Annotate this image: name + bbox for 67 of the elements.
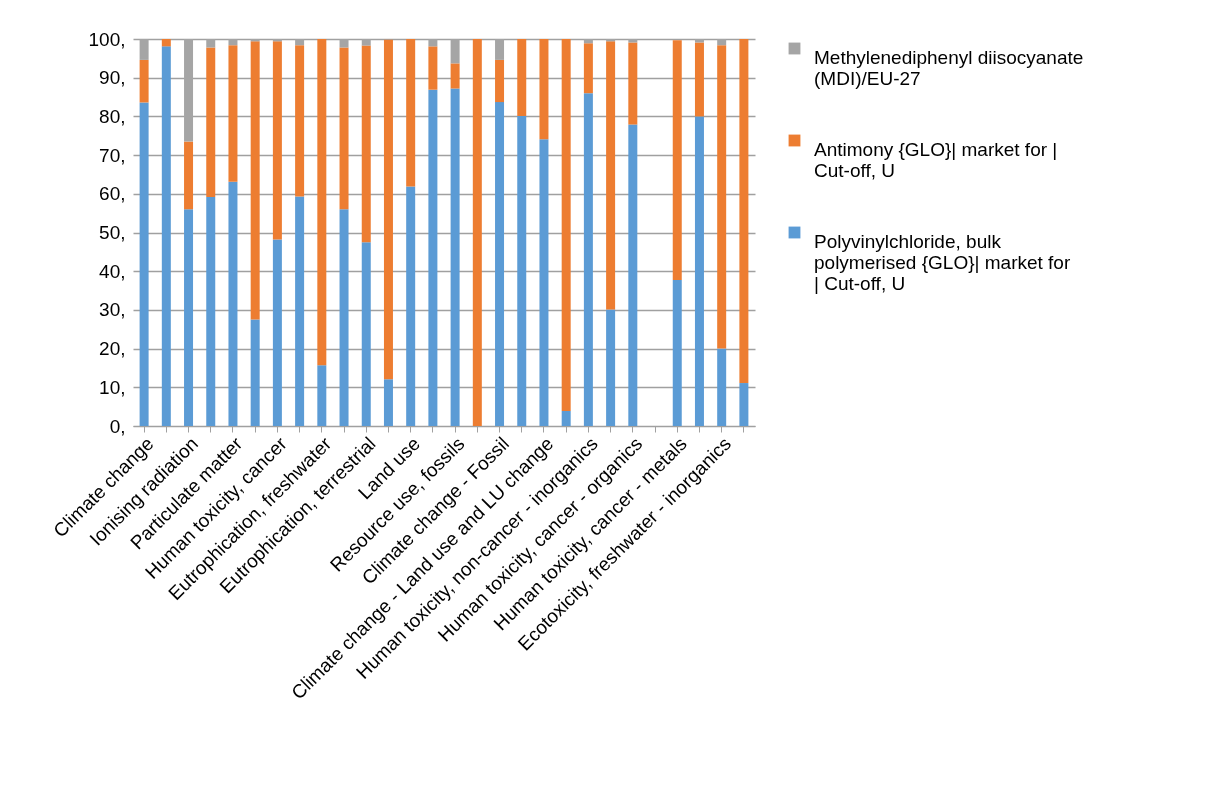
bar	[583, 93, 593, 426]
bar	[184, 141, 194, 210]
bar	[339, 209, 349, 426]
bar	[250, 319, 260, 426]
bar	[517, 116, 527, 426]
bar	[606, 41, 616, 310]
y-tick-label: 90,	[99, 67, 126, 89]
y-tick-label: 40,	[99, 260, 126, 282]
bar	[739, 383, 749, 426]
bar	[717, 45, 727, 349]
bar	[428, 89, 438, 426]
legend-label: Antimony {GLO}| market for | Cut-off, U	[814, 138, 1058, 181]
bar	[472, 39, 482, 426]
bar	[672, 280, 682, 426]
bar	[295, 45, 305, 197]
bar	[606, 309, 616, 426]
y-tick-label: 10,	[99, 376, 126, 398]
bar	[339, 47, 349, 210]
bar	[406, 186, 416, 426]
bar	[450, 63, 460, 89]
y-tick-label: 0,	[109, 415, 126, 437]
bar	[561, 410, 571, 426]
bar	[406, 39, 416, 187]
bar	[250, 41, 260, 320]
bar	[361, 242, 371, 426]
bar	[206, 196, 216, 426]
bar	[495, 59, 505, 103]
bar	[139, 59, 149, 103]
bar	[383, 379, 393, 426]
bar	[139, 102, 149, 426]
bar	[428, 46, 438, 90]
legend-label: Polyvinylchloride, bulk polymerised {GLO}| market for | Cut-off, U	[814, 230, 1071, 294]
bar	[228, 181, 238, 426]
y-tick-label: 60,	[99, 183, 126, 205]
y-tick-label: 50,	[99, 222, 126, 243]
bar	[361, 45, 371, 243]
bar	[272, 239, 282, 426]
y-tick-label: 100,	[88, 28, 126, 50]
bar	[628, 124, 638, 426]
bar	[561, 39, 571, 411]
bar	[450, 88, 460, 426]
y-tick-label: 80,	[99, 105, 126, 127]
bar	[694, 42, 704, 117]
bar	[317, 365, 327, 426]
bar	[184, 209, 194, 426]
bar	[206, 47, 216, 197]
bar	[628, 42, 638, 125]
bar	[539, 39, 549, 140]
bar	[161, 46, 171, 426]
bar	[228, 45, 238, 182]
bar	[161, 39, 171, 47]
bar	[539, 139, 549, 426]
bar	[272, 41, 282, 240]
bar	[583, 43, 593, 94]
y-tick-label: 30,	[99, 299, 126, 321]
bar	[517, 39, 527, 117]
bar	[317, 39, 327, 366]
y-tick-label: 70,	[99, 144, 126, 166]
bar	[383, 39, 393, 380]
bar	[672, 40, 682, 281]
bar	[295, 196, 305, 426]
bar	[495, 102, 505, 426]
bar	[717, 348, 727, 426]
legend-label: Methylenediphenyl diisocyanate (MDI)/EU-27	[814, 46, 1084, 89]
bar	[694, 116, 704, 426]
y-tick-label: 20,	[99, 338, 126, 360]
bar	[739, 39, 749, 384]
